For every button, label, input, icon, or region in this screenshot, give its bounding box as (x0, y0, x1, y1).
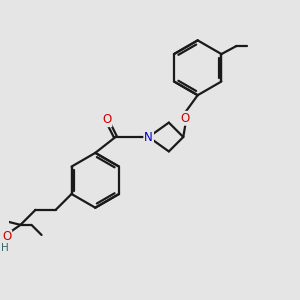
Text: O: O (180, 112, 189, 125)
Text: N: N (144, 130, 153, 143)
Text: O: O (102, 113, 111, 126)
Text: O: O (2, 230, 11, 244)
Text: H: H (1, 243, 9, 253)
